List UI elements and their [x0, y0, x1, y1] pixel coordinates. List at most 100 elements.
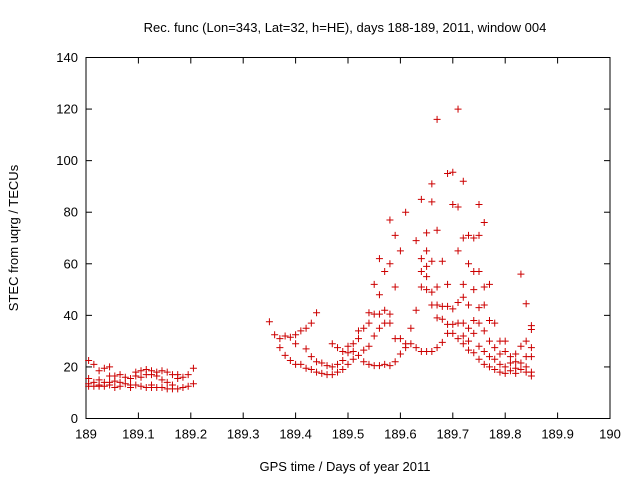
x-axis: 189 189.1 189.2 189.3 189.4 189.5 189.6 189.7 18… [75, 57, 621, 442]
data-point [522, 300, 530, 308]
data-point [438, 315, 446, 323]
data-point [433, 301, 441, 309]
data-point [417, 195, 425, 203]
data-point [517, 366, 525, 374]
data-point [491, 319, 499, 327]
data-point [391, 358, 399, 366]
data-point [276, 344, 284, 352]
data-point [339, 347, 347, 355]
data-point [491, 344, 499, 352]
data-point [485, 337, 493, 345]
data-point [501, 369, 509, 377]
data-point [95, 367, 103, 375]
data-point [459, 293, 467, 301]
data-point [485, 280, 493, 288]
data-point [386, 216, 394, 224]
data-point [381, 306, 389, 314]
data-point [506, 367, 514, 375]
data-point [375, 324, 383, 332]
data-point [527, 326, 535, 334]
data-point [423, 229, 431, 237]
data-point [328, 340, 336, 348]
data-point [307, 366, 315, 374]
data-point [449, 320, 457, 328]
data-point [127, 375, 135, 383]
x-tick-label: 189.2 [175, 427, 208, 442]
data-point [297, 327, 305, 335]
data-point [302, 345, 310, 353]
data-point [90, 360, 98, 368]
data-point [174, 375, 182, 383]
data-point [396, 350, 404, 358]
data-point [106, 381, 114, 389]
data-point [501, 337, 509, 345]
y-tick-label: 60 [64, 256, 78, 271]
data-point [527, 353, 535, 361]
data-point [85, 356, 93, 364]
y-tick-label: 0 [71, 411, 78, 426]
data-point [339, 356, 347, 364]
data-point [475, 231, 483, 239]
data-point [506, 353, 514, 361]
data-point [433, 314, 441, 322]
data-point [480, 347, 488, 355]
data-point [470, 234, 478, 242]
data-point [485, 363, 493, 371]
data-point [313, 358, 321, 366]
data-point [438, 257, 446, 265]
x-tick-label: 189 [75, 427, 97, 442]
data-point [344, 342, 352, 350]
data-point [501, 347, 509, 355]
data-point [465, 337, 473, 345]
data-point [179, 384, 187, 392]
data-point [344, 360, 352, 368]
data-point [297, 360, 305, 368]
data-point [344, 349, 352, 357]
data-point [381, 268, 389, 276]
data-point [132, 381, 140, 389]
data-point [417, 283, 425, 291]
data-point [465, 231, 473, 239]
data-point [328, 363, 336, 371]
x-tick-label: 189.3 [227, 427, 260, 442]
data-point [480, 301, 488, 309]
data-point [496, 360, 504, 368]
data-point [121, 373, 129, 381]
data-point [137, 367, 145, 375]
y-tick-label: 100 [56, 153, 78, 168]
x-tick-label: 189.4 [279, 427, 312, 442]
data-point [354, 327, 362, 335]
data-point [334, 344, 342, 352]
data-point [163, 378, 171, 386]
data-point [470, 349, 478, 357]
x-axis-label: GPS time / Days of year 2011 [260, 459, 431, 474]
data-point [459, 280, 467, 288]
data-point [375, 362, 383, 370]
data-point [354, 335, 362, 343]
chart-title: Rec. func (Lon=343, Lat=32, h=HE), days … [144, 20, 547, 35]
data-point [349, 347, 357, 355]
data-point [391, 231, 399, 239]
data-point [475, 319, 483, 327]
data-point [365, 342, 373, 350]
data-point [281, 332, 289, 340]
x-tick-label: 189.5 [332, 427, 365, 442]
data-point [454, 247, 462, 255]
data-point [423, 247, 431, 255]
data-point [184, 382, 192, 390]
data-point [517, 359, 525, 367]
y-axis: 0 20 40 60 80 100 120 140 [56, 50, 610, 426]
data-point [370, 332, 378, 340]
data-point [360, 358, 368, 366]
y-tick-label: 20 [64, 359, 78, 374]
data-point [375, 310, 383, 318]
data-point [402, 344, 410, 352]
data-point [438, 338, 446, 346]
data-point [360, 324, 368, 332]
data-point [412, 306, 420, 314]
x-tick-label: 189.7 [437, 427, 470, 442]
data-point [485, 353, 493, 361]
data-point [454, 203, 462, 211]
data-point [444, 170, 452, 178]
